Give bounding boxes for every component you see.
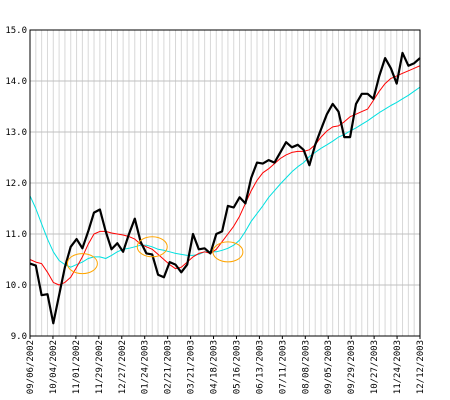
- y-tick-label: 15.0: [5, 26, 27, 36]
- y-tick-label: 12.0: [5, 179, 27, 189]
- gridlines: [30, 30, 420, 336]
- x-tick-label: 12/27/2002: [118, 340, 128, 394]
- x-tick-label: 12/12/2003: [416, 340, 426, 394]
- x-tick-label: 11/01/2002: [72, 340, 82, 394]
- x-tick-label: 11/29/2002: [95, 340, 105, 394]
- x-tick-label: 05/16/2003: [232, 340, 242, 394]
- x-tick-label: 09/05/2003: [324, 340, 334, 394]
- y-tick-label: 9.0: [11, 332, 27, 342]
- x-tick-label: 06/13/2003: [255, 340, 265, 394]
- x-tick-label: 02/21/2003: [164, 340, 174, 394]
- x-tick-label: 01/24/2003: [141, 340, 151, 394]
- y-tick-label: 13.0: [5, 128, 27, 138]
- annotation-ellipse: [66, 253, 98, 275]
- x-tick-label: 09/06/2002: [26, 340, 36, 394]
- annotation-ellipse: [136, 236, 168, 258]
- annotation-ellipse: [212, 241, 244, 263]
- x-tick-label: 04/18/2003: [210, 340, 220, 394]
- x-tick-label: 10/27/2003: [370, 340, 380, 394]
- x-tick-label: 07/11/2003: [278, 340, 288, 394]
- y-tick-label: 14.0: [5, 77, 27, 87]
- annotations: [66, 236, 244, 275]
- x-tick-label: 08/08/2003: [301, 340, 311, 394]
- x-tick-label: 11/24/2003: [393, 340, 403, 394]
- x-tick-label: 09/29/2003: [347, 340, 357, 394]
- series-line-0: [29, 51, 421, 325]
- x-tick-label: 10/04/2002: [49, 340, 59, 394]
- series-line-2: [29, 86, 421, 268]
- plot-border: [29, 29, 421, 337]
- series-lines: [29, 51, 421, 325]
- y-axis-ticks: 9.0 10.0 11.0 12.0 13.0 14.0 15.0: [5, 26, 27, 342]
- x-axis-ticks: 09/06/2002 10/04/2002 11/01/2002 11/29/2002…: [26, 336, 426, 394]
- y-tick-label: 10.0: [5, 281, 27, 291]
- y-tick-label: 11.0: [5, 230, 27, 240]
- x-tick-label: 03/21/2003: [187, 340, 197, 394]
